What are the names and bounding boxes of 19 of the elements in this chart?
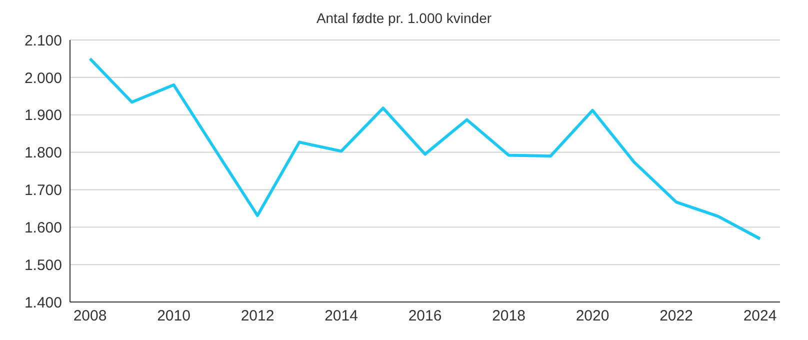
chart-title: Antal fødte pr. 1.000 kvinder [315, 9, 493, 28]
x-tick-label: 2024 [743, 308, 777, 325]
x-tick-label: 2018 [492, 308, 526, 325]
y-tick-label: 1.500 [24, 256, 62, 274]
line-series [88, 57, 762, 240]
y-tick-label: 1.400 [24, 294, 62, 312]
x-tick-label: 2020 [576, 308, 610, 325]
y-tick-label: 2.100 [24, 32, 62, 50]
y-tick-label: 1.900 [24, 107, 62, 124]
x-tick-label: 2014 [324, 308, 358, 325]
x-tick-label: 2010 [157, 308, 190, 325]
x-tick-label: 2022 [660, 308, 693, 325]
y-tick-label: 2.000 [24, 70, 62, 87]
x-tick-label: 2012 [240, 308, 274, 325]
y-tick-label: 1.700 [24, 182, 62, 200]
x-tick-label: 2008 [73, 308, 107, 325]
x-tick-label: 2016 [408, 308, 442, 325]
y-tick-label: 1.800 [24, 144, 62, 162]
y-tick-label: 1.600 [24, 219, 62, 236]
